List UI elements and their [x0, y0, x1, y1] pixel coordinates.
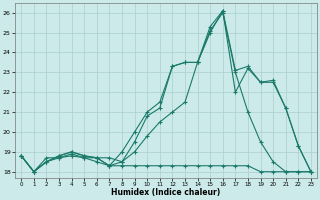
X-axis label: Humidex (Indice chaleur): Humidex (Indice chaleur): [111, 188, 221, 197]
